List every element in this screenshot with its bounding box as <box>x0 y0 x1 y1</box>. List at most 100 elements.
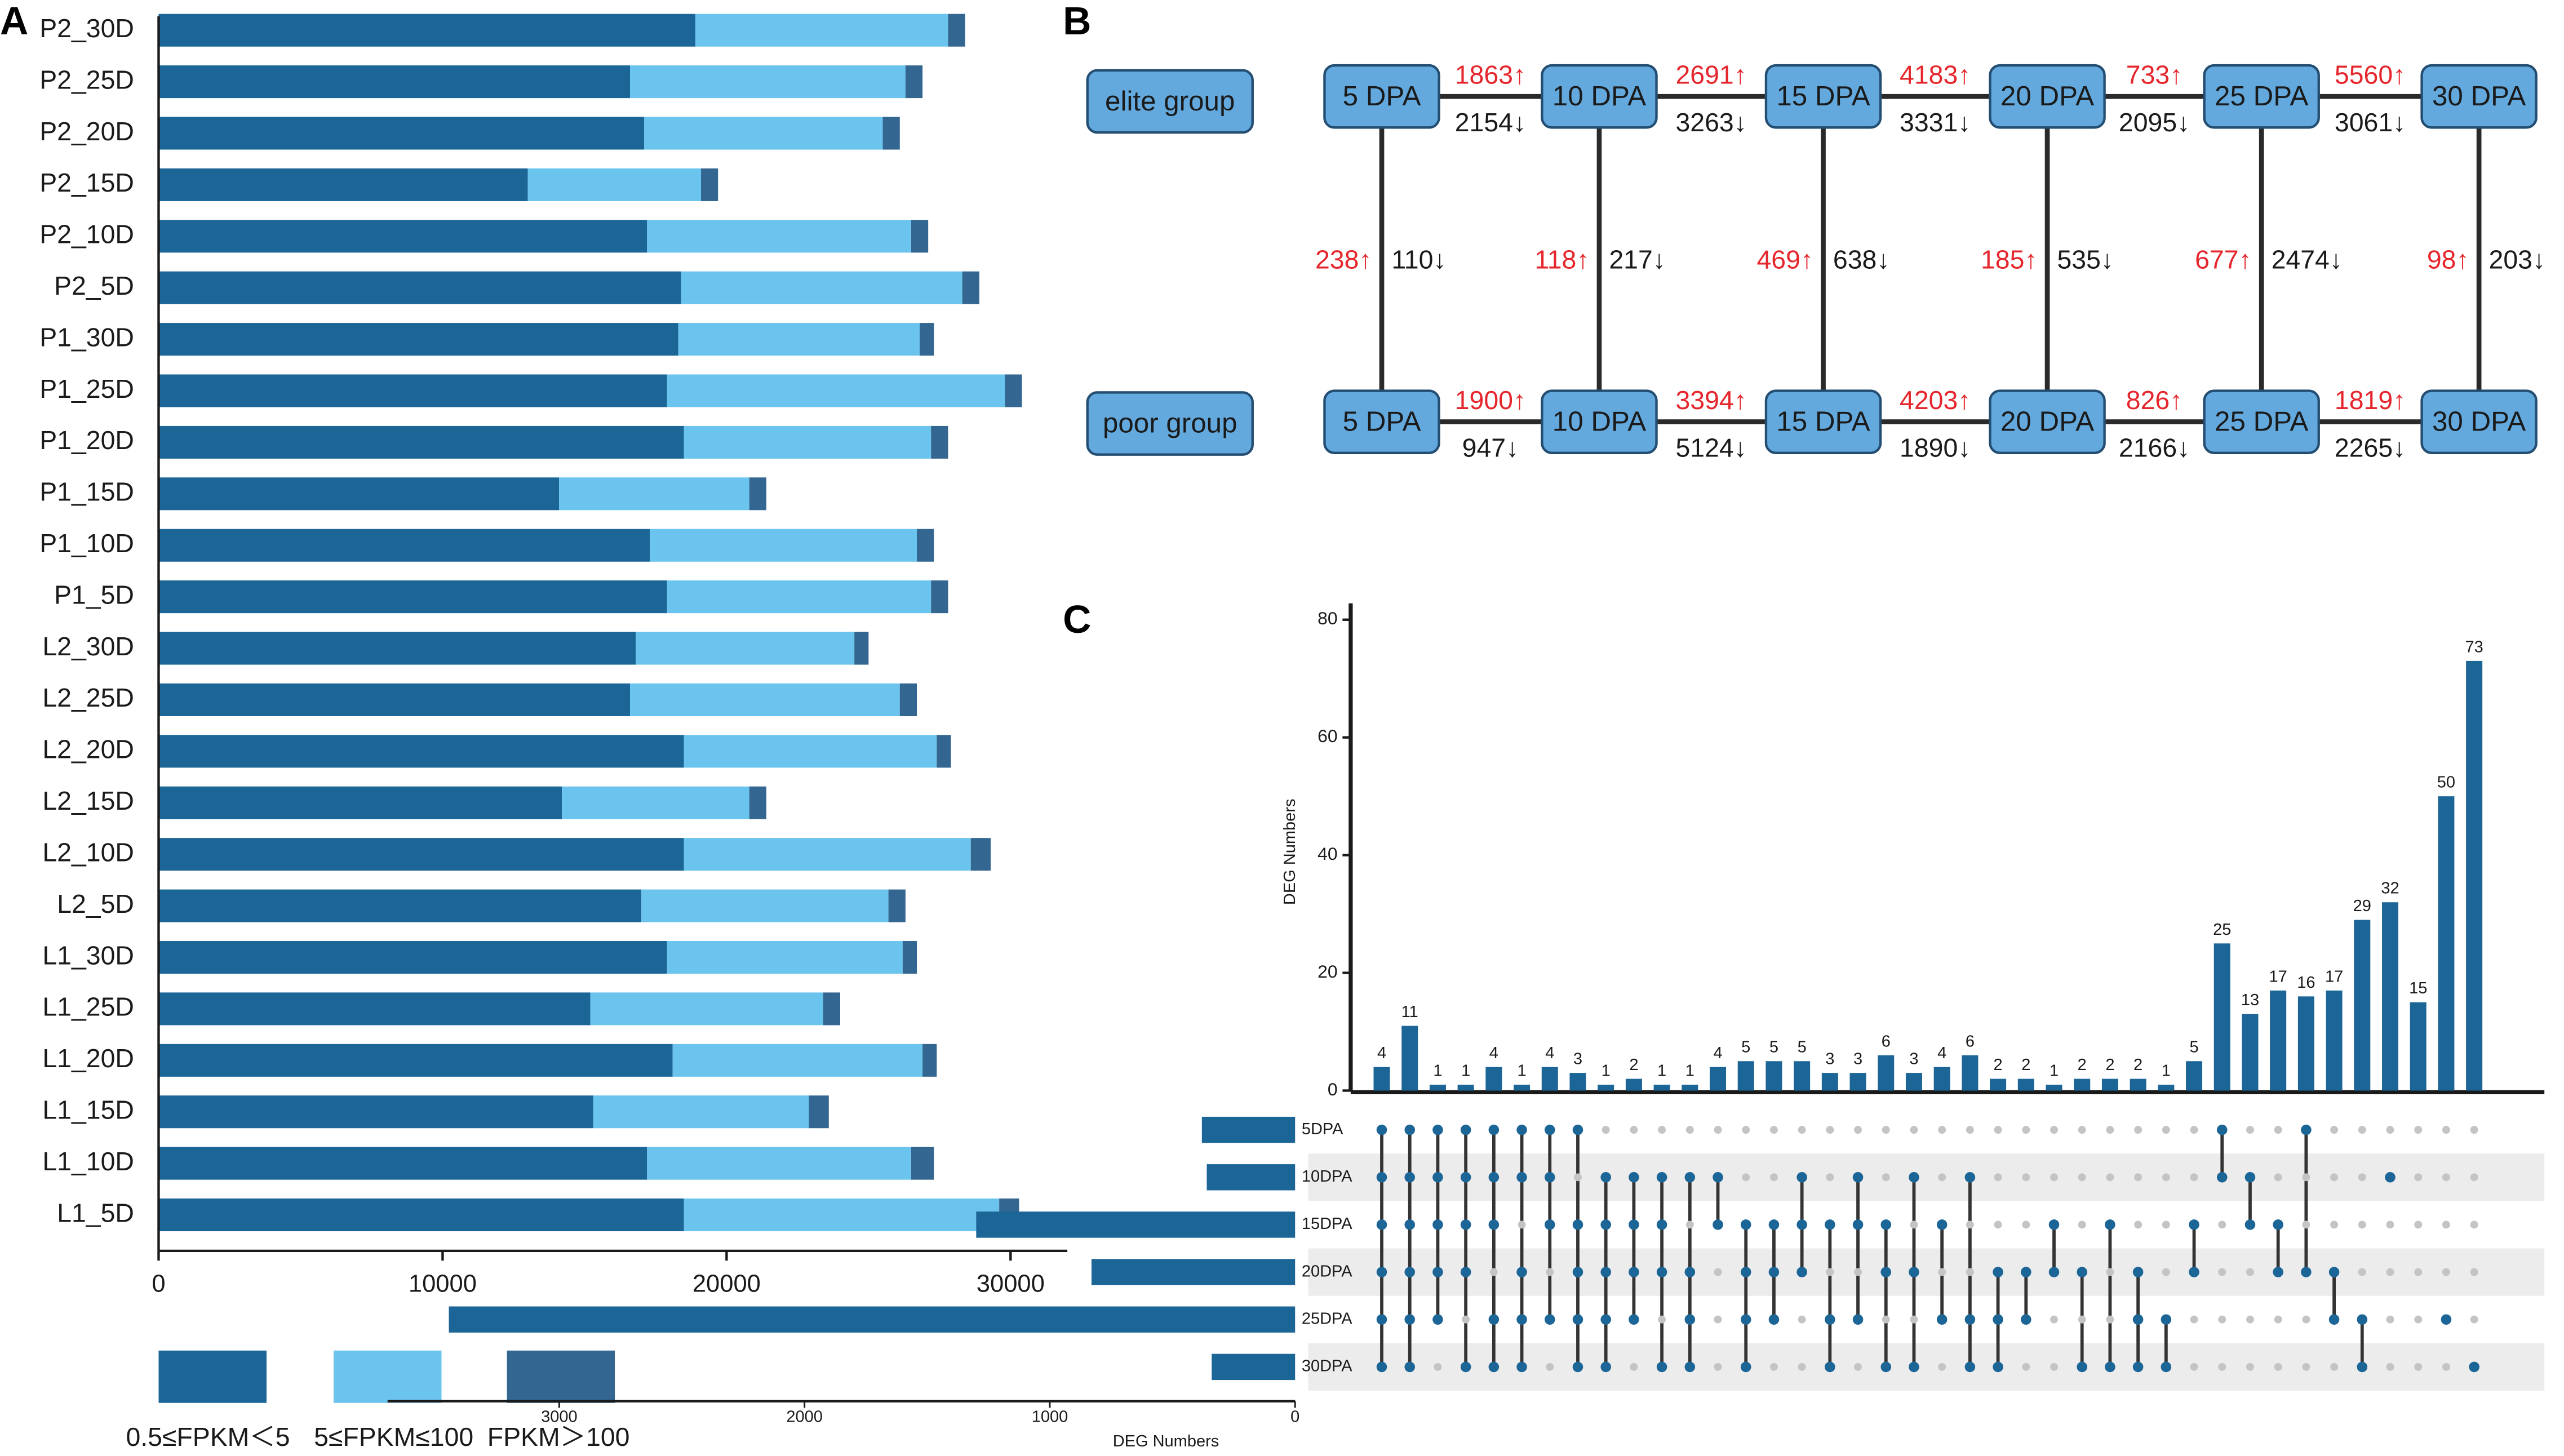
matrix-dot-23-5 <box>2022 1362 2030 1371</box>
intersection-value-19: 3 <box>1909 1050 1918 1068</box>
intersection-value-9: 2 <box>1629 1056 1638 1074</box>
stage-label-1-1: 10 DPA <box>1552 406 1646 437</box>
matrix-dot-4-5 <box>1488 1361 1500 1373</box>
matrix-dot-30-1 <box>2216 1172 2228 1183</box>
matrix-dot-34-2 <box>2330 1220 2339 1229</box>
bar-P2_20D-s2 <box>882 117 900 150</box>
matrix-dot-29-0 <box>2190 1126 2198 1134</box>
bar-L1_25D-s2 <box>823 992 840 1026</box>
intersection-bar-34 <box>2326 990 2343 1091</box>
intersection-bar-2 <box>1429 1085 1446 1091</box>
elite-down-3: 2095↓ <box>2119 108 2190 137</box>
between-down-2: 638↓ <box>1833 245 1890 274</box>
matrix-dot-38-3 <box>2442 1268 2450 1276</box>
matrix-dot-7-4 <box>1572 1314 1583 1325</box>
matrix-dot-36-4 <box>2386 1315 2394 1324</box>
matrix-dot-17-5 <box>1854 1362 1862 1371</box>
intersection-value-34: 17 <box>2325 967 2343 986</box>
matrix-dot-20-1 <box>1938 1173 1946 1182</box>
matrix-dot-11-5 <box>1684 1361 1696 1373</box>
intersection-value-25: 2 <box>2078 1056 2087 1074</box>
matrix-dot-20-0 <box>1938 1126 1946 1134</box>
bar-P2_15D-s1 <box>527 168 702 201</box>
matrix-dot-8-4 <box>1600 1314 1611 1325</box>
intersection-value-0: 4 <box>1377 1044 1386 1062</box>
bar-P1_30D-s0 <box>158 323 678 356</box>
intersection-bar-18 <box>1878 1055 1895 1091</box>
bar-L1_25D-s0 <box>158 992 591 1026</box>
category-label-L2_30D: L2_30D <box>42 632 134 661</box>
x-tick-label-a-2: 20000 <box>693 1270 761 1297</box>
set-size-bar-30DPA <box>1212 1353 1296 1380</box>
matrix-dot-21-1 <box>1964 1172 1976 1183</box>
matrix-dot-19-1 <box>1909 1172 1919 1183</box>
intersection-value-15: 5 <box>1798 1038 1807 1057</box>
matrix-dot-13-1 <box>1742 1173 1750 1182</box>
matrix-dot-23-1 <box>2022 1173 2030 1182</box>
intersection-bar-32 <box>2270 990 2287 1091</box>
matrix-dot-37-5 <box>2414 1362 2423 1371</box>
intersection-value-28: 1 <box>2162 1062 2171 1080</box>
category-label-P1_20D: P1_20D <box>39 425 134 455</box>
matrix-dot-4-4 <box>1488 1314 1500 1325</box>
intersection-value-2: 1 <box>1433 1062 1442 1080</box>
bar-P2_20D-s1 <box>644 117 883 150</box>
bar-L2_25D-s1 <box>630 683 900 716</box>
bar-L2_5D-s0 <box>158 889 642 922</box>
upset-y-tick-label-4: 80 <box>1318 608 1338 628</box>
intersection-value-8: 1 <box>1602 1062 1611 1080</box>
bar-L2_25D-s0 <box>158 683 631 716</box>
matrix-dot-14-1 <box>1769 1173 1778 1182</box>
intersection-bar-25 <box>2074 1078 2091 1091</box>
matrix-dot-38-4 <box>2441 1314 2452 1325</box>
matrix-dot-29-5 <box>2190 1362 2198 1371</box>
matrix-dot-24-3 <box>2048 1267 2060 1277</box>
intersection-value-3: 1 <box>1461 1062 1470 1080</box>
bar-P2_15D-s2 <box>701 168 718 201</box>
matrix-dot-18-5 <box>1880 1361 1892 1373</box>
matrix-dot-34-3 <box>2328 1267 2340 1277</box>
matrix-dot-15-3 <box>1796 1267 1807 1277</box>
matrix-dot-21-4 <box>1964 1314 1976 1325</box>
matrix-dot-31-2 <box>2244 1219 2256 1230</box>
matrix-dot-15-2 <box>1796 1219 1807 1230</box>
matrix-dot-2-3 <box>1432 1267 1443 1277</box>
matrix-dot-10-2 <box>1656 1219 1667 1230</box>
matrix-dot-26-3 <box>2106 1268 2114 1276</box>
stage-node-0-4 <box>2203 64 2320 129</box>
bar-L1_20D-s0 <box>158 1044 673 1077</box>
matrix-dot-14-3 <box>1768 1267 1780 1277</box>
matrix-dot-39-0 <box>2470 1126 2478 1134</box>
stage-node-1-3 <box>1989 389 2106 454</box>
stage-node-0-0 <box>1323 64 1440 129</box>
intersection-bar-13 <box>1737 1061 1754 1091</box>
matrix-dot-38-0 <box>2442 1126 2450 1134</box>
bar-L1_15D-s1 <box>593 1095 809 1129</box>
matrix-dot-12-1 <box>1713 1172 1723 1183</box>
category-label-L1_10D: L1_10D <box>42 1147 134 1176</box>
group-elite-label: elite group <box>1105 86 1235 117</box>
intersection-bar-21 <box>1962 1055 1979 1091</box>
legend-swatch-0 <box>158 1350 267 1403</box>
intersection-bar-7 <box>1569 1073 1586 1091</box>
matrix-dot-26-5 <box>2105 1361 2115 1373</box>
set-size-tick-label-0: 3000 <box>541 1408 578 1426</box>
matrix-dot-18-4 <box>1882 1315 1890 1324</box>
bar-L2_15D-s2 <box>749 786 766 819</box>
intersection-bar-10 <box>1653 1085 1670 1091</box>
intersection-value-35: 29 <box>2353 897 2371 915</box>
intersection-bar-29 <box>2186 1061 2203 1091</box>
matrix-dot-19-2 <box>1910 1220 1918 1229</box>
matrix-dot-31-3 <box>2246 1268 2254 1276</box>
bar-P1_15D-s1 <box>559 477 749 511</box>
elite-up-1: 2691↑ <box>1676 60 1747 90</box>
bar-L2_10D-s1 <box>684 838 971 871</box>
set-size-bar-20DPA <box>1091 1259 1296 1285</box>
matrix-dot-35-2 <box>2358 1220 2366 1229</box>
legend-label-0: 0.5≤FPKM＜5 <box>126 1422 290 1451</box>
bar-L2_30D-s2 <box>854 632 869 665</box>
bar-L2_5D-s1 <box>641 889 889 922</box>
set-label-15DPA: 15DPA <box>1302 1215 1352 1233</box>
category-label-L1_25D: L1_25D <box>42 992 134 1022</box>
matrix-dot-3-2 <box>1460 1219 1471 1230</box>
